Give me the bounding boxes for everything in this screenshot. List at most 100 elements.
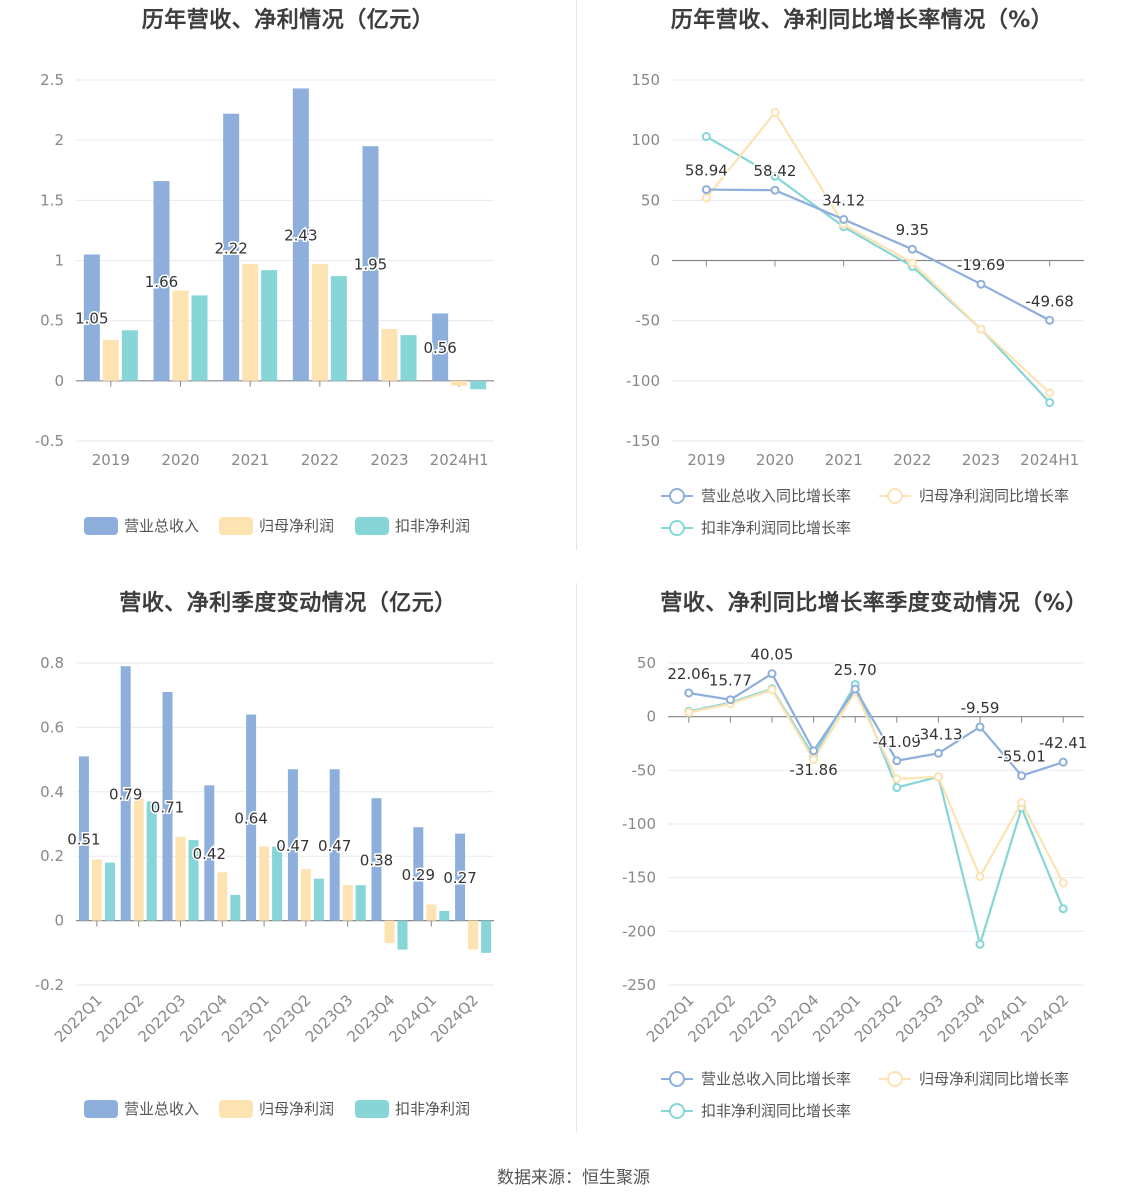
data-label: -55.01 bbox=[997, 748, 1045, 766]
bar bbox=[371, 798, 382, 921]
series-line bbox=[688, 688, 1065, 884]
legend-swatch bbox=[84, 1099, 118, 1118]
data-label: 34.12 bbox=[822, 191, 865, 209]
legend-revenue-growth[interactable]: 营业总收入同比增长率 bbox=[661, 1068, 851, 1089]
y-tick-label: 0 bbox=[54, 912, 64, 930]
bar bbox=[384, 920, 395, 944]
legend-deducted-profit-growth[interactable]: 扣非净利润同比增长率 bbox=[661, 517, 851, 538]
data-point bbox=[892, 774, 902, 784]
bar bbox=[397, 920, 408, 950]
legend-swatch bbox=[355, 516, 389, 535]
legend-parent-profit[interactable]: 归母净利润 bbox=[219, 515, 334, 536]
data-point bbox=[770, 107, 780, 117]
data-label: 0.47 bbox=[318, 837, 351, 855]
legend-line-marker bbox=[661, 519, 693, 537]
legend-swatch bbox=[84, 516, 118, 535]
data-point bbox=[850, 684, 860, 694]
bar bbox=[121, 330, 138, 381]
bar bbox=[204, 785, 215, 921]
bar bbox=[261, 270, 278, 381]
bar bbox=[242, 264, 259, 381]
data-point bbox=[770, 171, 780, 181]
x-tick-label: 2020 bbox=[756, 451, 794, 469]
bar bbox=[230, 894, 241, 921]
bar bbox=[355, 885, 366, 921]
data-point bbox=[892, 756, 902, 766]
y-tick-label: -50 bbox=[636, 312, 661, 330]
data-point bbox=[1058, 757, 1068, 767]
bar bbox=[481, 920, 492, 953]
data-point bbox=[1017, 771, 1027, 781]
legend-deducted-profit[interactable]: 扣非净利润 bbox=[355, 515, 470, 536]
legend-parent-profit-growth[interactable]: 归母净利润同比增长率 bbox=[879, 485, 1069, 506]
data-point bbox=[976, 279, 986, 289]
y-tick-label: 1.5 bbox=[40, 191, 64, 209]
bar bbox=[91, 859, 102, 921]
legend-deducted-profit[interactable]: 扣非净利润 bbox=[355, 1098, 470, 1119]
legend-revenue[interactable]: 营业总收入 bbox=[84, 1098, 199, 1119]
data-label: 1.95 bbox=[354, 256, 387, 274]
y-tick-label: 0 bbox=[54, 372, 64, 390]
data-point bbox=[1045, 397, 1055, 407]
bar bbox=[451, 380, 468, 386]
data-point bbox=[770, 185, 780, 195]
bar bbox=[78, 756, 89, 921]
x-tick-label: 2021 bbox=[231, 451, 269, 469]
legend-label: 归母净利润同比增长率 bbox=[919, 1070, 1070, 1088]
annual-line-chart: -150 -100 -50 0 50 100 150 2019 2020 2021 2022 2023… bbox=[626, 71, 1084, 469]
bar bbox=[381, 329, 398, 381]
y-tick-label: 0.6 bbox=[40, 718, 64, 736]
bar bbox=[162, 691, 173, 921]
legend-revenue-growth[interactable]: 营业总收入同比增长率 bbox=[661, 485, 851, 506]
x-tick-label: 2023 bbox=[370, 451, 408, 469]
chart-title: 历年营收、净利情况（亿元） bbox=[141, 8, 435, 33]
data-label: 40.05 bbox=[751, 646, 794, 664]
x-tick-label: 2019 bbox=[92, 451, 130, 469]
data-point bbox=[809, 755, 819, 765]
y-tick-label: -100 bbox=[626, 372, 660, 390]
chart-legend: 营业总收入同比增长率 归母净利润同比增长率 扣非净利润同比增长率 bbox=[577, 1068, 1147, 1128]
legend-line-marker bbox=[661, 487, 693, 505]
y-tick-label: 100 bbox=[631, 131, 660, 149]
bar bbox=[468, 920, 479, 950]
data-point bbox=[701, 193, 711, 203]
bar bbox=[329, 769, 340, 921]
data-label: -41.09 bbox=[873, 733, 921, 751]
data-point bbox=[976, 324, 986, 334]
bar bbox=[153, 181, 170, 381]
data-label: 0.38 bbox=[360, 851, 393, 869]
quarterly-revenue-profit-panel: 营收、净利季度变动情况（亿元） -0.2 0 0.2 0.4 0.6 0.8 2022Q1 2… bbox=[0, 583, 576, 1143]
data-label: 0.79 bbox=[109, 785, 142, 803]
data-point bbox=[907, 244, 917, 254]
data-point bbox=[1045, 388, 1055, 398]
bar bbox=[120, 666, 131, 921]
y-tick-label: -100 bbox=[622, 815, 656, 833]
data-point bbox=[1058, 904, 1068, 914]
bar bbox=[470, 380, 487, 390]
y-tick-label: 150 bbox=[631, 71, 660, 89]
data-label: -19.69 bbox=[957, 256, 1005, 274]
data-label: 0.56 bbox=[423, 339, 456, 357]
bar bbox=[102, 339, 119, 381]
y-tick-label: 50 bbox=[641, 191, 660, 209]
data-point bbox=[975, 939, 985, 949]
legend-parent-profit-growth[interactable]: 归母净利润同比增长率 bbox=[879, 1068, 1069, 1089]
data-label: 0.29 bbox=[402, 866, 435, 884]
legend-revenue[interactable]: 营业总收入 bbox=[84, 515, 199, 536]
data-point bbox=[767, 669, 777, 679]
x-tick-label: 2023 bbox=[962, 451, 1000, 469]
y-tick-label: 0.2 bbox=[40, 847, 64, 865]
annual-bar-chart: -0.5 0 0.5 1 1.5 2 2.5 2019 2020 2021 2022 2023 2024… bbox=[35, 71, 494, 469]
bar bbox=[191, 295, 208, 381]
annual-revenue-profit-panel: 历年营收、净利情况（亿元） -0.5 0 0.5 1 1.5 2 2.5 2019 2020 20… bbox=[0, 0, 576, 560]
legend-parent-profit[interactable]: 归母净利润 bbox=[219, 1098, 334, 1119]
chart-title: 营收、净利季度变动情况（亿元） bbox=[119, 591, 457, 616]
y-tick-label: -150 bbox=[626, 432, 660, 450]
chart-legend: 营业总收入 归母净利润 扣非净利润 bbox=[0, 1098, 576, 1128]
x-tick-label: 2019 bbox=[687, 451, 725, 469]
data-label: 0.27 bbox=[443, 869, 476, 887]
legend-label: 归母净利润 bbox=[259, 1100, 335, 1118]
legend-deducted-profit-growth[interactable]: 扣非净利润同比增长率 bbox=[661, 1100, 851, 1121]
data-point bbox=[725, 695, 735, 705]
y-tick-label: 2 bbox=[54, 131, 64, 149]
